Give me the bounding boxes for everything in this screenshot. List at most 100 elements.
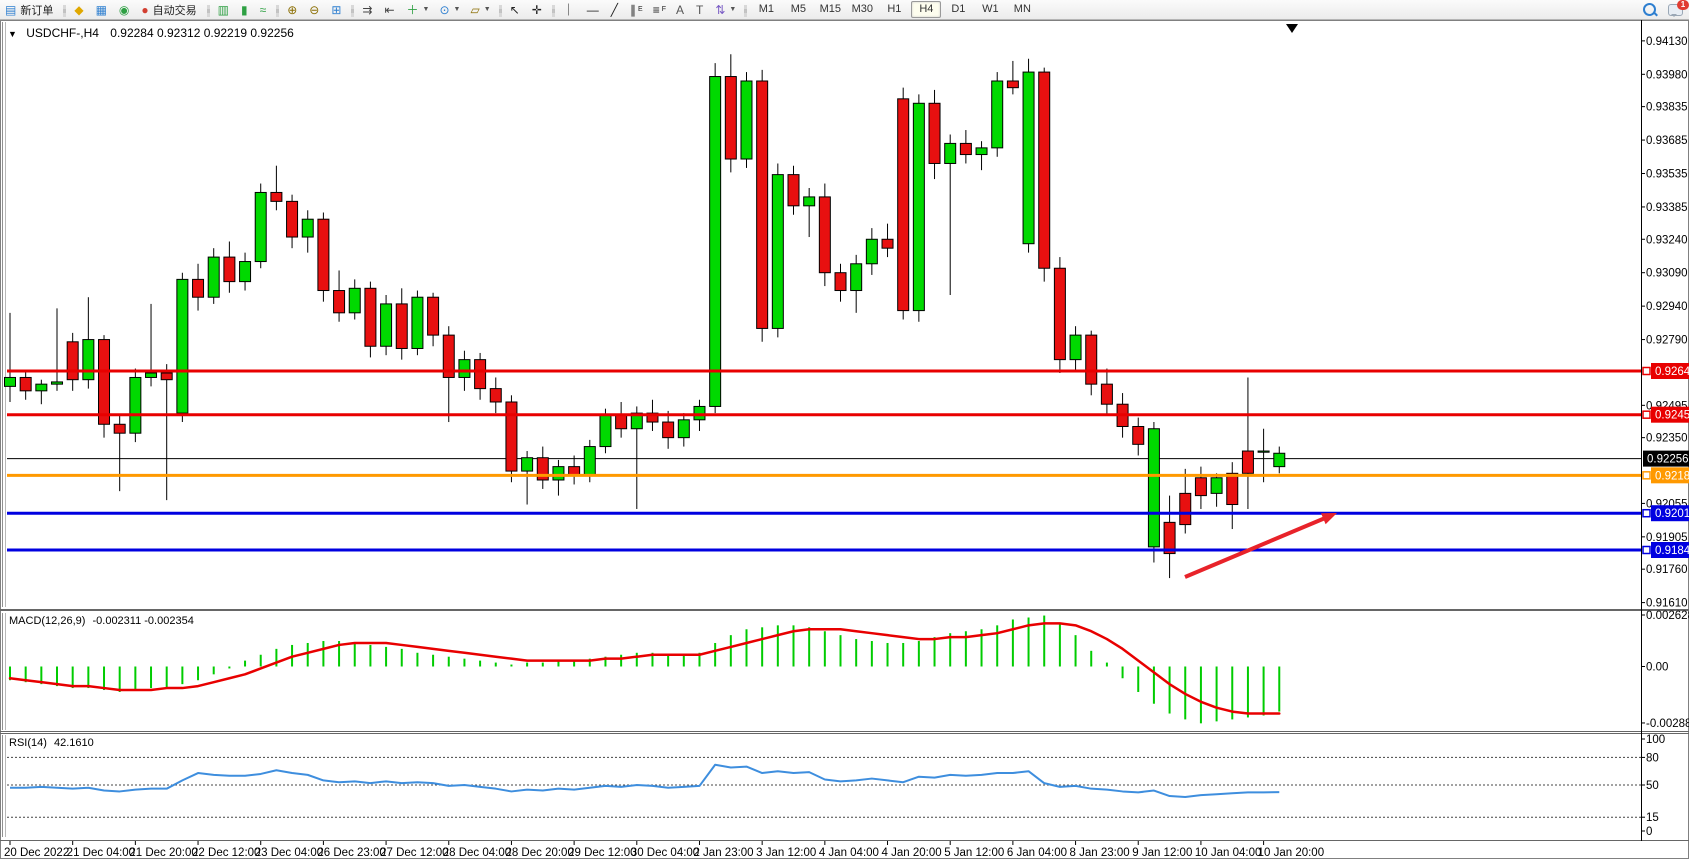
time-axis-label: 8 Jan 23:00 xyxy=(1070,847,1130,859)
candle-bull xyxy=(145,372,158,378)
line-chart-icon[interactable]: ≈ xyxy=(256,0,273,19)
candle-bear xyxy=(646,412,659,423)
templates-icon-dropdown[interactable]: ▼ xyxy=(483,6,491,13)
periods-icon[interactable]: ⊙ ▼ xyxy=(435,0,464,19)
candle-bull xyxy=(254,191,267,263)
text-icon: A xyxy=(675,2,684,17)
fibonacci-icon-sub: F xyxy=(661,6,666,13)
candle-bull xyxy=(803,196,816,207)
templates-icon: ▱ xyxy=(470,2,480,17)
candle-bear xyxy=(286,200,299,238)
zoom-in-icon[interactable]: ⊕ xyxy=(283,0,303,19)
collapse-chart-icon[interactable]: ▼ xyxy=(8,29,17,39)
candlestick-chart-icon[interactable]: ▮ xyxy=(237,0,254,19)
indicators-icon: ＋ xyxy=(406,2,419,17)
rsi-name: RSI(14) xyxy=(9,737,47,749)
equidistant-channel-icon[interactable]: ∥ E xyxy=(626,0,647,19)
candle-bear xyxy=(333,290,346,314)
equidistant-channel-icon-sub: E xyxy=(638,6,643,13)
candle-bear xyxy=(223,256,236,283)
rsi-line xyxy=(10,763,1280,798)
candle-bull xyxy=(239,261,252,283)
candle-bull xyxy=(35,383,48,392)
zoom-in-icon: ⊕ xyxy=(287,2,298,17)
candle-bear xyxy=(724,76,737,160)
chart-shift-icon: ⇤ xyxy=(384,2,395,17)
time-axis-label: 4 Jan 04:00 xyxy=(819,847,879,859)
timeframe-m15[interactable]: M15 xyxy=(819,3,842,15)
candle-bull xyxy=(176,278,189,414)
time-axis-label: 10 Jan 20:00 xyxy=(1258,847,1325,859)
periods-icon-dropdown[interactable]: ▼ xyxy=(453,6,461,13)
indicators-icon-dropdown[interactable]: ▼ xyxy=(422,6,430,13)
toolbar-separator xyxy=(206,4,210,17)
tile-windows-icon[interactable]: ⊞ xyxy=(327,0,347,19)
macd-signal-line xyxy=(8,622,1281,715)
candle-bull xyxy=(771,174,784,329)
notifications-icon[interactable]: 1 xyxy=(1668,0,1689,17)
timeframe-m30[interactable]: M30 xyxy=(851,3,874,15)
zoom-out-icon[interactable]: ⊖ xyxy=(305,0,325,19)
vertical-line-icon[interactable]: ｜ xyxy=(559,0,581,19)
candle-bull xyxy=(301,218,314,238)
candle-bear xyxy=(959,142,972,156)
candle-bull xyxy=(709,76,722,407)
new-order-button[interactable]: ▤ 新订单 xyxy=(1,0,59,19)
search-icon[interactable] xyxy=(1643,3,1656,16)
indicators-icon[interactable]: ＋ ▼ xyxy=(403,0,434,19)
candle-bear xyxy=(19,376,32,392)
candle-bear xyxy=(1241,450,1254,474)
timeframe-mn[interactable]: MN xyxy=(1013,3,1031,15)
equidistant-channel-icon: ∥ xyxy=(630,2,637,17)
candle-bull xyxy=(411,296,424,349)
candle-bull xyxy=(129,376,142,434)
timeframe-h1[interactable]: H1 xyxy=(887,3,902,15)
candle-bull xyxy=(1069,334,1082,361)
timeframe-d1[interactable]: D1 xyxy=(951,3,966,15)
candle-bear xyxy=(1163,521,1176,555)
fibonacci-icon[interactable]: ≡ F xyxy=(649,0,670,19)
bar-chart-icon[interactable]: ▥ xyxy=(214,0,235,19)
trendline-icon[interactable]: ╱ xyxy=(607,0,624,19)
horizontal-line-icon: — xyxy=(586,2,599,17)
time-axis-label: 26 Dec 23:00 xyxy=(317,847,385,859)
templates-icon[interactable]: ▱ ▼ xyxy=(466,0,494,19)
timeframe-w1[interactable]: W1 xyxy=(982,3,999,15)
fibonacci-icon: ≡ xyxy=(652,2,660,17)
macd-indicator-label: MACD(12,26,9) -0.002311 -0.002354 xyxy=(9,615,194,627)
chart-ohlc-readout: 0.92284 0.92312 0.92219 0.92256 xyxy=(110,26,294,40)
rsi-axis-label: 80 xyxy=(1646,752,1659,764)
auto-scroll-icon[interactable]: ⇉ xyxy=(358,0,378,19)
chart-shift-icon[interactable]: ⇤ xyxy=(380,0,400,19)
timeframe-h4[interactable]: H4 xyxy=(911,1,942,18)
price-label-box xyxy=(1651,363,1689,379)
crosshair-icon[interactable]: ✛ xyxy=(528,0,548,19)
candle-bear xyxy=(756,80,769,329)
time-axis-label: 9 Jan 12:00 xyxy=(1132,847,1192,859)
candle-bull xyxy=(51,381,64,385)
text-label-icon[interactable]: T xyxy=(692,0,709,19)
toolbox-icon: ◆ xyxy=(74,2,84,17)
candle-bull xyxy=(975,147,988,156)
candle-bull xyxy=(850,263,863,292)
periods-icon: ⊙ xyxy=(439,2,450,17)
market-watch-icon[interactable]: ▦ xyxy=(92,0,113,19)
trend-arrow-annotation[interactable] xyxy=(1184,514,1331,579)
toolbar-right: 1 xyxy=(1643,0,1689,17)
candle-bull xyxy=(740,80,753,160)
candle-bull xyxy=(630,412,643,430)
zoom-out-icon: ⊖ xyxy=(309,2,320,17)
timeframe-m5[interactable]: M5 xyxy=(790,3,806,15)
navigator-icon[interactable]: ◉ xyxy=(115,0,135,19)
candle-bear xyxy=(474,359,487,390)
text-icon[interactable]: A xyxy=(672,0,690,19)
horizontal-line-icon[interactable]: — xyxy=(583,0,605,19)
arrows-icon[interactable]: ⇅ ▼ xyxy=(711,0,740,19)
arrows-icon-dropdown[interactable]: ▼ xyxy=(729,6,737,13)
cursor-icon[interactable]: ↖ xyxy=(506,0,526,19)
candle-bull xyxy=(380,303,393,347)
autotrading-button[interactable]: ● 自动交易 xyxy=(137,0,202,19)
toolbox-icon[interactable]: ◆ xyxy=(70,0,89,19)
timeframe-m1[interactable]: M1 xyxy=(758,3,774,15)
candle-bear xyxy=(1226,472,1239,506)
